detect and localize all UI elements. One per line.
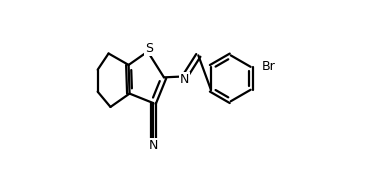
Text: N: N bbox=[149, 139, 158, 152]
Text: S: S bbox=[145, 42, 153, 55]
Text: Br: Br bbox=[262, 60, 276, 73]
Text: N: N bbox=[180, 73, 189, 86]
